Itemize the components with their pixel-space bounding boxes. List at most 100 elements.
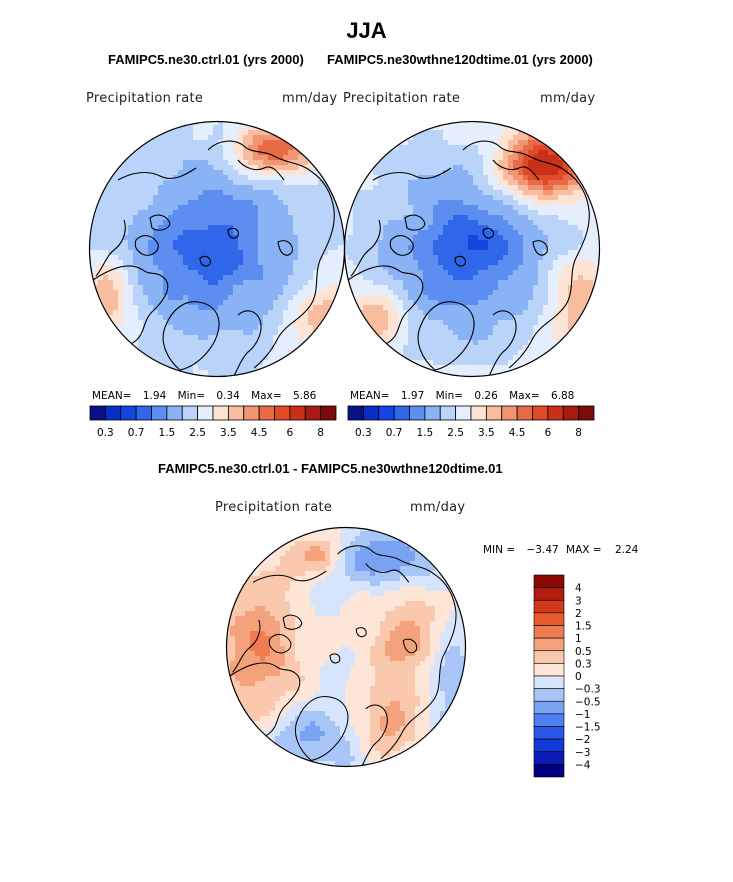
test-colorbar-swatch bbox=[562, 405, 580, 421]
right-panel-title: FAMIPC5.ne30wthne120dtime.01 (yrs 2000) bbox=[327, 52, 593, 67]
ctrl-colorbar-swatch bbox=[120, 405, 137, 421]
diff-max-value: 2.24 bbox=[614, 544, 639, 556]
test-colorbar-swatch bbox=[470, 405, 487, 421]
diff-colorbar-tick-label: −2 bbox=[575, 734, 590, 746]
right-min-label: Min= bbox=[435, 390, 464, 402]
test-colorbar-swatch bbox=[409, 405, 426, 421]
left-stats: MEAN= 1.94 Min= 0.34 Max= 5.86 bbox=[92, 390, 316, 402]
diff-colorbar-tick-label: −4 bbox=[575, 759, 591, 771]
right-stats: MEAN= 1.97 Min= 0.26 Max= 6.88 bbox=[350, 390, 574, 402]
ctrl-precip-map bbox=[88, 120, 346, 378]
left-max-value: 5.86 bbox=[292, 390, 317, 402]
diff-colorbar-swatch bbox=[533, 700, 565, 715]
test-colorbar-swatch bbox=[393, 405, 410, 421]
diff-variable-label: Precipitation rate bbox=[215, 500, 333, 515]
diff-colorbar-tick-label: −3 bbox=[575, 747, 590, 759]
diff-stats: MIN = −3.47 MAX = 2.24 bbox=[483, 544, 638, 556]
diff-colorbar-tick-label: 0 bbox=[575, 671, 582, 683]
ctrl-colorbar-swatch bbox=[151, 405, 168, 421]
ctrl-colorbar-swatch bbox=[212, 405, 229, 421]
diff-colorbar-tick-label: 1.5 bbox=[575, 621, 592, 633]
ctrl-colorbar-tick-label: 4.5 bbox=[251, 427, 268, 439]
ctrl-colorbar-swatch bbox=[166, 405, 183, 421]
ctrl-colorbar-tick-label: 1.5 bbox=[159, 427, 176, 439]
field-cells bbox=[344, 121, 600, 377]
test-colorbar-tick-label: 8 bbox=[575, 427, 582, 439]
diff-colorbar-swatch bbox=[533, 713, 565, 727]
diff-colorbar-swatch bbox=[533, 587, 565, 601]
diff-colorbar-swatch bbox=[533, 612, 565, 626]
diff-units-label: mm/day bbox=[410, 500, 466, 515]
diff-colorbar-swatch bbox=[533, 738, 565, 753]
diff-colorbar-swatch bbox=[533, 599, 565, 614]
right-mean-value: 1.97 bbox=[400, 390, 425, 402]
ctrl-colorbar-tick-label: 6 bbox=[287, 427, 294, 439]
left-mean-value: 1.94 bbox=[142, 390, 167, 402]
test-colorbar-swatch bbox=[424, 405, 441, 421]
test-colorbar-swatch bbox=[501, 405, 518, 421]
ctrl-colorbar-tick-label: 0.7 bbox=[128, 427, 145, 439]
ctrl-colorbar-swatch bbox=[135, 405, 152, 421]
ctrl-colorbar-swatch bbox=[197, 405, 214, 421]
test-precip-map bbox=[343, 120, 601, 378]
test-colorbar-swatch bbox=[532, 405, 549, 421]
diff-panel-title: FAMIPC5.ne30.ctrl.01 - FAMIPC5.ne30wthne… bbox=[158, 461, 503, 476]
ctrl-colorbar-tick-label: 8 bbox=[317, 427, 324, 439]
diff-colorbar-tick-label: 0.3 bbox=[575, 658, 592, 670]
diff-colorbar-swatch bbox=[533, 751, 565, 765]
ctrl-colorbar: 0.3 0.7 1.5 2.5 3.5 4.5 6 8 bbox=[89, 405, 337, 439]
diff-colorbar-tick-label: −0.3 bbox=[575, 684, 601, 696]
test-colorbar-tick-label: 4.5 bbox=[509, 427, 526, 439]
diff-colorbar-tick-label: 1 bbox=[575, 633, 582, 645]
test-colorbar-swatch bbox=[516, 405, 533, 421]
ctrl-colorbar-tick-label: 3.5 bbox=[220, 427, 237, 439]
ctrl-colorbar-swatch bbox=[320, 405, 337, 421]
left-variable-label: Precipitation rate bbox=[86, 91, 204, 106]
diff-colorbar-swatch bbox=[533, 663, 565, 677]
right-max-label: Max= bbox=[509, 390, 540, 402]
ctrl-colorbar-tick-label: 2.5 bbox=[189, 427, 206, 439]
diff-colorbar-swatch bbox=[533, 688, 565, 702]
diff-max-label: MAX = bbox=[566, 544, 602, 556]
test-colorbar-swatch bbox=[439, 405, 457, 421]
diff-colorbar-swatch bbox=[533, 637, 565, 652]
test-colorbar-swatch bbox=[378, 405, 395, 421]
diff-colorbar-swatch bbox=[533, 726, 565, 740]
ctrl-colorbar-swatch bbox=[89, 405, 106, 421]
ctrl-colorbar-swatch bbox=[289, 405, 306, 421]
left-min-value: 0.34 bbox=[216, 390, 240, 402]
diff-colorbar-tick-label: 3 bbox=[575, 595, 582, 607]
diff-colorbar-swatch bbox=[533, 764, 565, 778]
diff-colorbar-tick-label: −1.5 bbox=[575, 722, 601, 734]
diff-precip-map bbox=[225, 526, 467, 768]
test-colorbar-swatch bbox=[578, 405, 595, 421]
test-colorbar-tick-label: 6 bbox=[545, 427, 552, 439]
test-colorbar-swatch bbox=[485, 405, 503, 421]
left-units-label: mm/day bbox=[282, 91, 338, 106]
test-colorbar-swatch bbox=[455, 405, 472, 421]
ctrl-colorbar-swatch bbox=[274, 405, 291, 421]
diff-colorbar-swatch bbox=[533, 650, 565, 664]
diff-colorbar-tick-label: −0.5 bbox=[575, 696, 601, 708]
right-variable-label: Precipitation rate bbox=[343, 91, 461, 106]
ctrl-colorbar-swatch bbox=[243, 405, 260, 421]
left-panel-title: FAMIPC5.ne30.ctrl.01 (yrs 2000) bbox=[108, 52, 304, 67]
left-min-label: Min= bbox=[177, 390, 206, 402]
diff-colorbar-tick-label: 4 bbox=[575, 583, 582, 595]
ctrl-colorbar-swatch bbox=[304, 405, 322, 421]
test-colorbar-swatch bbox=[347, 405, 364, 421]
diff-min-value: −3.47 bbox=[526, 544, 559, 556]
ctrl-colorbar-swatch bbox=[258, 405, 275, 421]
test-colorbar-tick-label: 0.3 bbox=[355, 427, 372, 439]
ctrl-colorbar-swatch bbox=[227, 405, 245, 421]
test-colorbar-tick-label: 0.7 bbox=[386, 427, 403, 439]
test-colorbar-tick-label: 2.5 bbox=[447, 427, 464, 439]
diff-colorbar-swatch bbox=[533, 574, 565, 588]
right-min-value: 0.26 bbox=[474, 390, 498, 402]
left-max-label: Max= bbox=[251, 390, 282, 402]
left-mean-label: MEAN= bbox=[92, 390, 132, 402]
test-colorbar: 0.3 0.7 1.5 2.5 3.5 4.5 6 8 bbox=[347, 405, 595, 439]
diff-colorbar-swatch bbox=[533, 675, 565, 689]
ctrl-colorbar-swatch bbox=[181, 405, 199, 421]
